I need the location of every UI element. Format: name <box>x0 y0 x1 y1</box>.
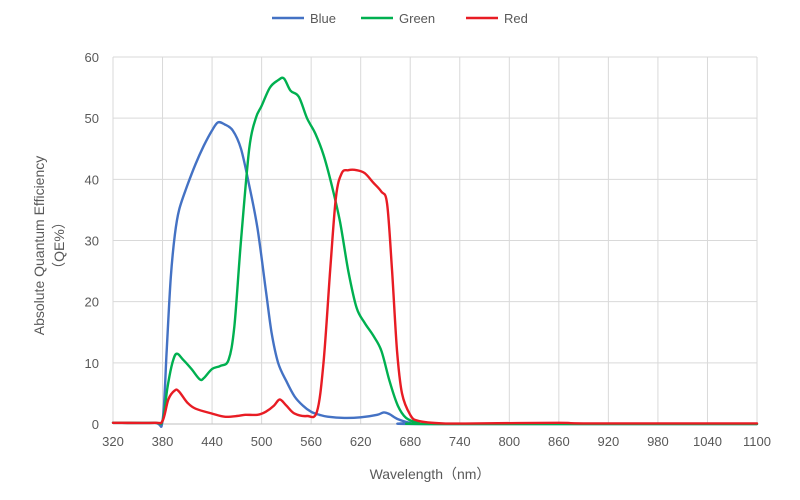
legend: Blue Green Red <box>272 11 528 26</box>
x-tick-label: 620 <box>350 434 372 449</box>
x-tick-label: 560 <box>300 434 322 449</box>
data-series <box>111 76 759 428</box>
y-tick-label: 0 <box>92 417 99 432</box>
y-axis-title-line: （QE%） <box>51 215 67 276</box>
y-tick-label: 40 <box>85 172 99 187</box>
legend-label-red: Red <box>504 11 528 26</box>
y-axis-title: Absolute Quantum Efficiency （QE%） <box>31 156 67 336</box>
y-tick-label: 50 <box>85 111 99 126</box>
legend-label-green: Green <box>399 11 435 26</box>
x-tick-label: 1100 <box>743 434 771 449</box>
x-tick-label: 320 <box>102 434 124 449</box>
x-tick-label: 860 <box>548 434 570 449</box>
x-tick-label: 920 <box>598 434 620 449</box>
series-line-red <box>111 168 759 425</box>
y-tick-label: 20 <box>85 295 99 310</box>
y-tick-label: 10 <box>85 356 99 371</box>
x-tick-label: 980 <box>647 434 669 449</box>
x-tick-label: 740 <box>449 434 471 449</box>
x-tick-label: 500 <box>251 434 273 449</box>
y-tick-label: 60 <box>85 50 99 65</box>
x-tick-label: 800 <box>498 434 520 449</box>
legend-label-blue: Blue <box>310 11 336 26</box>
x-tick-label: 380 <box>152 434 174 449</box>
series-line-blue <box>111 120 759 428</box>
series-line-green <box>111 76 759 426</box>
axes: 320 380 440 500 560 620 680 740 800 860 920 980 1040… <box>85 50 771 449</box>
x-tick-label: 440 <box>201 434 223 449</box>
y-tick-label: 30 <box>85 234 99 249</box>
grid-lines <box>112 56 758 425</box>
x-tick-label: 1040 <box>693 434 722 449</box>
y-axis-title-line: Absolute Quantum Efficiency <box>31 156 47 336</box>
x-axis-title: Wavelength（nm） <box>370 466 491 482</box>
x-tick-label: 680 <box>399 434 421 449</box>
